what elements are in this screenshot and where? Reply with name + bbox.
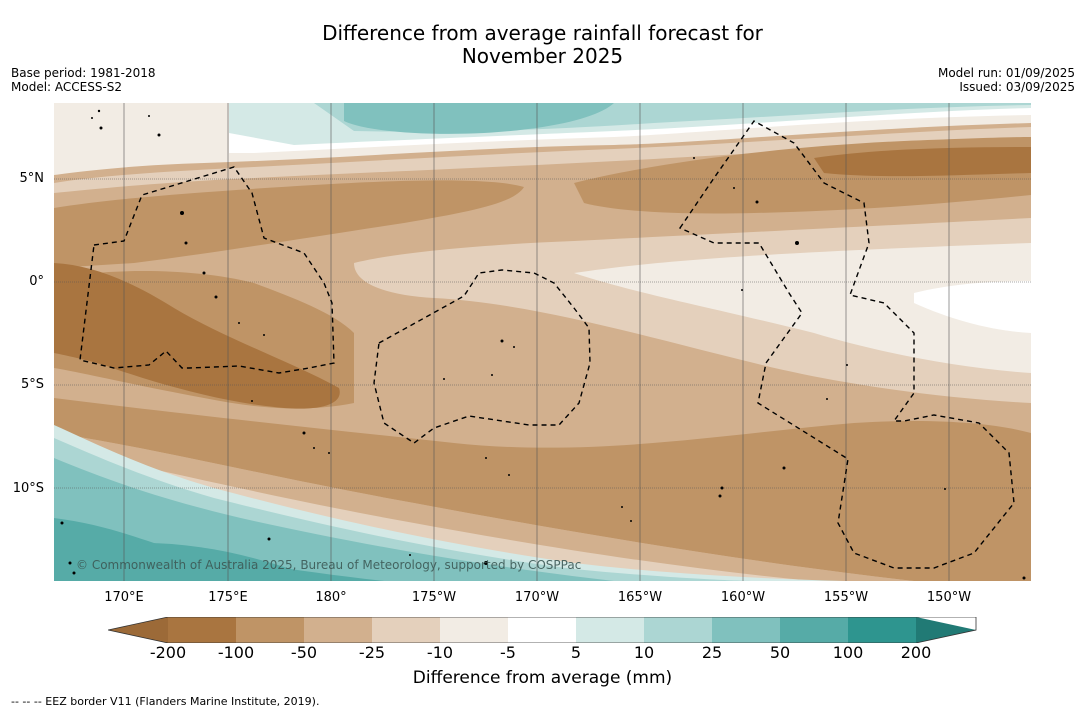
lat-label-5s: 5°S [20,377,44,392]
eez-borders [79,120,1015,569]
colorbar-tick: 25 [701,643,723,662]
colorbar-arrow-high [916,617,976,643]
lon-label-180: 180° [315,590,347,605]
islands [60,109,1026,580]
colorbar [108,617,977,643]
colorbar-segment [508,617,576,643]
colorbar-tick: 200 [900,643,932,662]
colorbar-tick: -10 [426,643,454,662]
lon-label-175w: 175°W [411,590,457,605]
title-line-2: November 2025 [461,44,624,68]
rainfall-map [54,103,1031,581]
colorbar-tick: 5 [570,643,582,662]
lat-label-equator: 0° [29,274,44,289]
colorbar-tick: -200 [149,643,187,662]
colorbar-tick: -50 [290,643,318,662]
base-period: Base period: 1981-2018 [11,66,156,80]
colorbar-tick: 100 [832,643,864,662]
rainfall-map-svg [54,103,1031,581]
graticule [54,103,1031,581]
colorbar-tick: -100 [217,643,255,662]
band-dry-200-west [54,263,340,409]
band-dry-100-south [54,398,1031,581]
colorbar-segment [712,617,780,643]
colorbar-segment [236,617,304,643]
colorbar-segment [168,617,236,643]
colorbar-segment [848,617,916,643]
issued-date: Issued: 03/09/2025 [959,80,1075,94]
eez-border-west [79,166,335,374]
lon-label-160w: 160°W [720,590,766,605]
band-dry-25-north [54,127,1031,193]
colorbar-tick: -5 [500,643,516,662]
lon-label-170e: 170°E [104,590,144,605]
map-title: Difference from average rainfall forecas… [0,22,1085,68]
model-run: Model run: 01/09/2025 [937,66,1075,80]
title-line-1: Difference from average rainfall forecas… [322,21,763,45]
colorbar-segment [372,617,440,643]
colorbar-tick: 50 [769,643,791,662]
copyright-notice: © Commonwealth of Australia 2025, Bureau… [76,558,582,572]
eez-border-central [373,269,591,444]
band-wet-50-pocket [130,543,324,581]
band-wet-25-north [344,103,614,134]
lat-label-5n: 5°N [19,171,45,186]
colorbar-tick: -25 [358,643,386,662]
eez-border-east [678,120,1015,569]
colorbar-label: Difference from average (mm) [412,668,673,688]
lon-label-165w: 165°W [617,590,663,605]
band-dry-100-west [54,180,524,268]
band-dry-200-northeast [814,147,1031,177]
meta-left: Base period: 1981-2018 Model: ACCESS-S2 [11,66,156,94]
lon-label-175e: 175°E [208,590,248,605]
colorbar-segment [440,617,508,643]
meta-right: Model run: 01/09/2025 Issued: 03/09/2025 [938,66,1075,94]
lon-label-155w: 155°W [823,590,869,605]
lon-label-150w: 150°W [926,590,972,605]
eez-legend-footer: -- -- -- EEZ border V11 (Flanders Marine… [11,695,320,708]
band-neutral-central [914,281,1031,333]
model-name: Model: ACCESS-S2 [11,80,123,94]
band-dry-10-central [574,243,1031,373]
lat-label-10s: 10°S [12,481,44,496]
lon-label-170w: 170°W [514,590,560,605]
colorbar-arrow-low [108,617,168,643]
colorbar-segment [576,617,644,643]
colorbar-segment [780,617,848,643]
colorbar-segment [644,617,712,643]
colorbar-segment [304,617,372,643]
colorbar-tick: 10 [633,643,655,662]
